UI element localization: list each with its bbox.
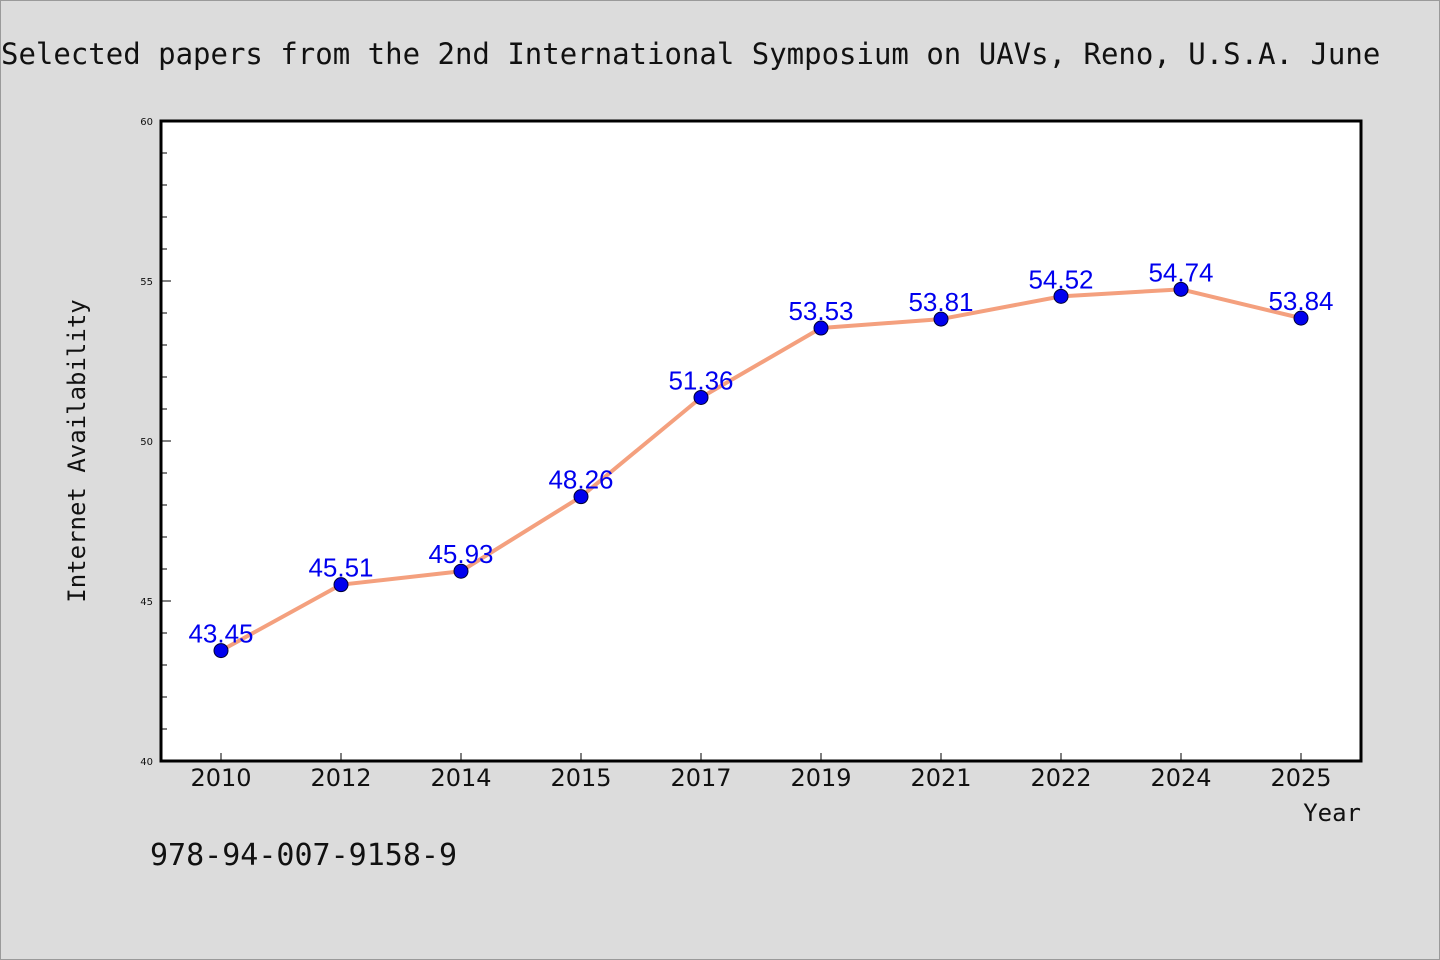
data-point-marker (453, 563, 469, 579)
x-tick-label: 2019 (790, 764, 851, 792)
chart-title: Selected papers from the 2nd Internation… (1, 37, 1380, 71)
data-point-marker (813, 320, 829, 336)
x-tick-label: 2012 (310, 764, 371, 792)
x-axis-label: Year (1303, 799, 1361, 827)
data-label: 53.53 (788, 296, 853, 326)
x-tick-label: 2025 (1270, 764, 1331, 792)
series-line (219, 287, 1303, 653)
data-labels: 43.45 45.51 45.93 48.26 51.36 53.53 53.81 54.52… (188, 257, 1333, 648)
data-point-marker (933, 311, 949, 327)
data-point-marker (1173, 281, 1189, 297)
data-point-marker (1053, 288, 1069, 304)
y-tick-label: 55 (140, 277, 153, 288)
data-label: 53.84 (1268, 286, 1333, 316)
data-label: 53.81 (908, 287, 973, 317)
data-label: 45.51 (308, 553, 373, 583)
x-tick-label: 2024 (1150, 764, 1211, 792)
y-axis-label: Internet Availability (63, 299, 91, 602)
x-tick-label: 2014 (430, 764, 491, 792)
data-label: 45.93 (428, 539, 493, 569)
x-tick-label: 2017 (670, 764, 731, 792)
data-point-marker (573, 489, 589, 505)
data-point-marker (1293, 310, 1309, 326)
data-label: 51.36 (668, 365, 733, 395)
x-tick-label: 2010 (190, 764, 251, 792)
y-tick-label: 45 (140, 597, 153, 608)
data-label: 54.52 (1028, 264, 1093, 294)
y-tick-label: 60 (140, 117, 153, 128)
data-label: 48.26 (548, 465, 613, 495)
data-label: 43.45 (188, 619, 253, 649)
x-tick-label: 2021 (910, 764, 971, 792)
data-point-marker (213, 643, 229, 659)
x-tick-label: 2022 (1030, 764, 1091, 792)
isbn-text: 978-94-007-9158-9 (150, 838, 457, 873)
x-axis: 2010 2012 2014 2015 2017 2019 2021 2022 2024 2025 (190, 753, 1332, 792)
y-tick-label: 50 (140, 437, 153, 448)
y-axis: 40 45 50 55 60 (140, 117, 171, 768)
series-layer (213, 281, 1309, 659)
y-tick-label: 40 (140, 757, 153, 768)
data-point-marker (333, 577, 349, 593)
plot-area (159, 119, 1363, 763)
data-label: 54.74 (1148, 257, 1213, 287)
data-point-marker (693, 389, 709, 405)
x-tick-label: 2015 (550, 764, 611, 792)
